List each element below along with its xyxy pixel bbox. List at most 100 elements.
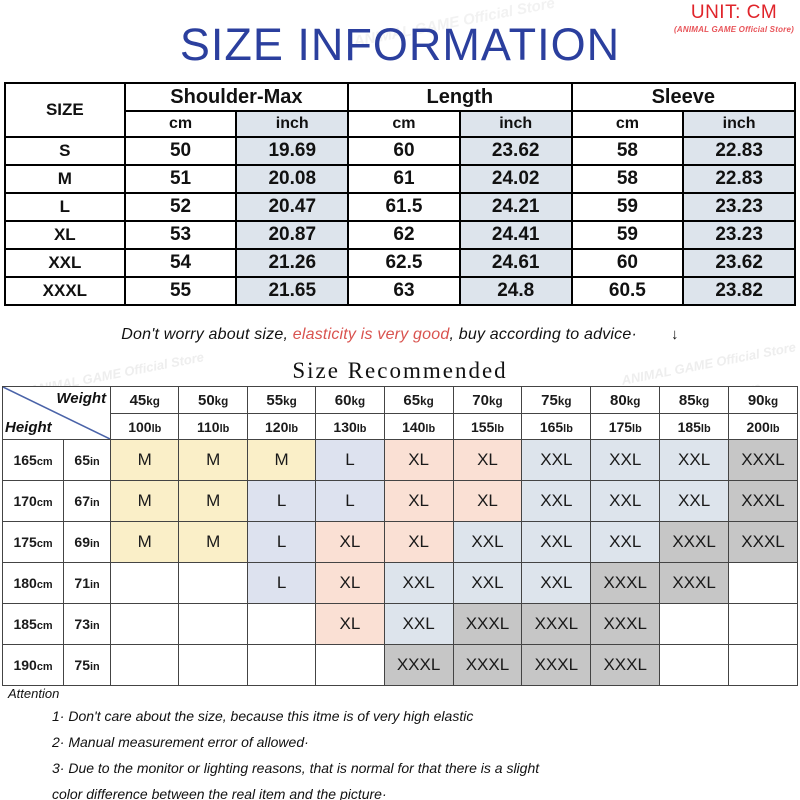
recommended-size-cell [246,644,317,686]
weight-kg-header: 50kg [178,386,248,414]
recommended-size-cell: XL [452,439,523,481]
recommended-size-cell: XXXL [728,439,798,481]
table-row: L 52 20.47 61.5 24.21 59 23.23 [4,192,796,222]
attention-section: Attention 1· Don't care about the size, … [8,686,798,800]
recommended-size-cell [246,603,317,645]
weight-lb-header: 175lb [590,413,661,440]
weight-lb-header: 185lb [659,413,730,440]
recommended-size-cell: XXL [659,480,730,522]
recommended-size-cell: XXXL [521,603,592,645]
weight-kg-header: 75kg [521,386,592,414]
weight-axis-label: Weight [56,390,107,407]
size-recommended-table: Weight Height 45kg 50kg 55kg 60kg 65kg 70kg 75… [1,386,798,686]
recommended-size-cell: M [246,439,317,481]
table-header-row-units: cm inch cm inch cm inch [5,110,796,138]
table-row: XXXL 55 21.65 63 24.8 60.5 23.82 [4,276,796,306]
height-cm-cell: 170cm [1,480,65,522]
measurement-cell: 22.83 [682,136,796,166]
recommended-size-cell: XXL [452,562,523,604]
recommend-header-row-lb: 100lb 110lb 120lb 130lb 140lb 155lb 165lb 175lb… [3,413,798,440]
recommended-size-cell: XL [383,439,454,481]
recommended-size-cell: M [178,521,248,563]
down-arrow-icon: ↓ [670,326,679,343]
recommended-size-cell: L [246,562,317,604]
recommended-size-cell: L [246,521,317,563]
recommended-size-cell: M [110,521,180,563]
measurement-cell: 53 [123,220,238,250]
weight-lb-header: 200lb [728,413,798,440]
height-in-cell: 65in [63,439,112,481]
page-title: SIZE INFORMATION [179,19,621,70]
measurement-cell: 60.5 [570,276,685,306]
attention-item-3: 3· Due to the monitor or lighting reason… [52,760,540,776]
attention-item-1: 1· Don't care about the size, because th… [52,708,474,724]
recommended-size-cell: M [178,480,248,522]
height-in-cell: 73in [63,603,112,645]
measurement-cell: 23.23 [682,192,796,222]
size-label-cell: S [4,136,126,166]
attention-title: Attention [8,686,60,701]
measurement-cell: 58 [570,136,685,166]
attention-item-2: 2· Manual measurement error of allowed· [52,734,309,750]
recommended-size-cell: XXXL [728,521,798,563]
weight-lb-header: 130lb [315,413,385,440]
recommended-size-cell: XXXL [659,562,730,604]
recommended-size-cell: XXL [383,562,454,604]
measurement-cell: 21.26 [235,248,350,278]
height-weight-corner-cell: Weight Height [1,386,112,440]
store-label: (ANIMAL GAME Official Store) [674,25,794,34]
recommended-size-cell: M [178,439,248,481]
header-unit-length-inch: inch [458,110,573,138]
measurement-cell: 19.69 [235,136,350,166]
recommended-size-cell [178,644,248,686]
recommended-size-cell [728,562,798,604]
measurement-cell: 50 [123,136,238,166]
recommended-size-cell: M [110,439,180,481]
weight-kg-header: 70kg [452,386,523,414]
header-group-sleeve: Sleeve [570,82,797,112]
header-group-length: Length [347,82,573,112]
table-row: 190cm 75in XXXL XXXL XXXL XXXL [1,644,798,686]
table-header-row-groups: SIZE Shoulder-Max Length Sleeve [4,82,797,138]
table-row: 175cm 69in M M L XL XL XXL XXL XXL XXXL XXXL [1,521,798,563]
measurement-cell: 20.87 [235,220,350,250]
measurement-cell: 23.23 [682,220,796,250]
recommended-size-cell: XL [452,480,523,522]
diagonal-divider-icon [3,387,111,439]
measurement-cell: 61.5 [347,192,461,222]
note-highlight: elasticity is very good [292,326,450,343]
recommended-size-cell [728,644,798,686]
recommended-size-cell: XXL [521,439,592,481]
table-row: XL 53 20.87 62 24.41 59 23.23 [4,220,796,250]
size-label-cell: M [4,164,126,194]
recommended-size-cell: XXL [452,521,523,563]
recommended-size-cell: XXXL [590,644,661,686]
header-group-shoulder: Shoulder-Max [123,82,350,112]
measurement-cell: 23.82 [682,276,796,306]
recommended-size-cell [315,644,385,686]
height-cm-cell: 190cm [1,644,65,686]
weight-kg-header: 85kg [659,386,730,414]
weight-kg-header: 45kg [110,386,180,414]
table-row: 165cm 65in M M M L XL XL XXL XXL XXL XXXL [1,439,798,481]
height-in-cell: 75in [63,644,112,686]
recommended-size-cell: XXL [383,603,454,645]
measurement-cell: 60 [347,136,461,166]
recommended-size-cell [178,562,248,604]
recommended-size-cell: XL [383,480,454,522]
measurement-cell: 52 [123,192,238,222]
measurement-cell: 60 [570,248,685,278]
header-unit-shoulder-inch: inch [235,110,350,138]
recommended-size-cell [659,603,730,645]
table-row: XXL 54 21.26 62.5 24.61 60 23.62 [4,248,796,278]
recommended-size-cell: L [315,439,385,481]
recommended-size-cell: XL [315,521,385,563]
unit-badge: UNIT: CM (ANIMAL GAME Official Store) [674,2,794,34]
recommend-header-row-kg: Weight Height 45kg 50kg 55kg 60kg 65kg 70kg 75… [1,386,798,440]
recommended-size-cell: XXL [521,562,592,604]
measurement-cell: 23.62 [682,248,796,278]
height-cm-cell: 165cm [1,439,65,481]
table-row: M 51 20.08 61 24.02 58 22.83 [4,164,796,194]
size-information-table: SIZE Shoulder-Max Length Sleeve cm inch … [4,82,797,306]
